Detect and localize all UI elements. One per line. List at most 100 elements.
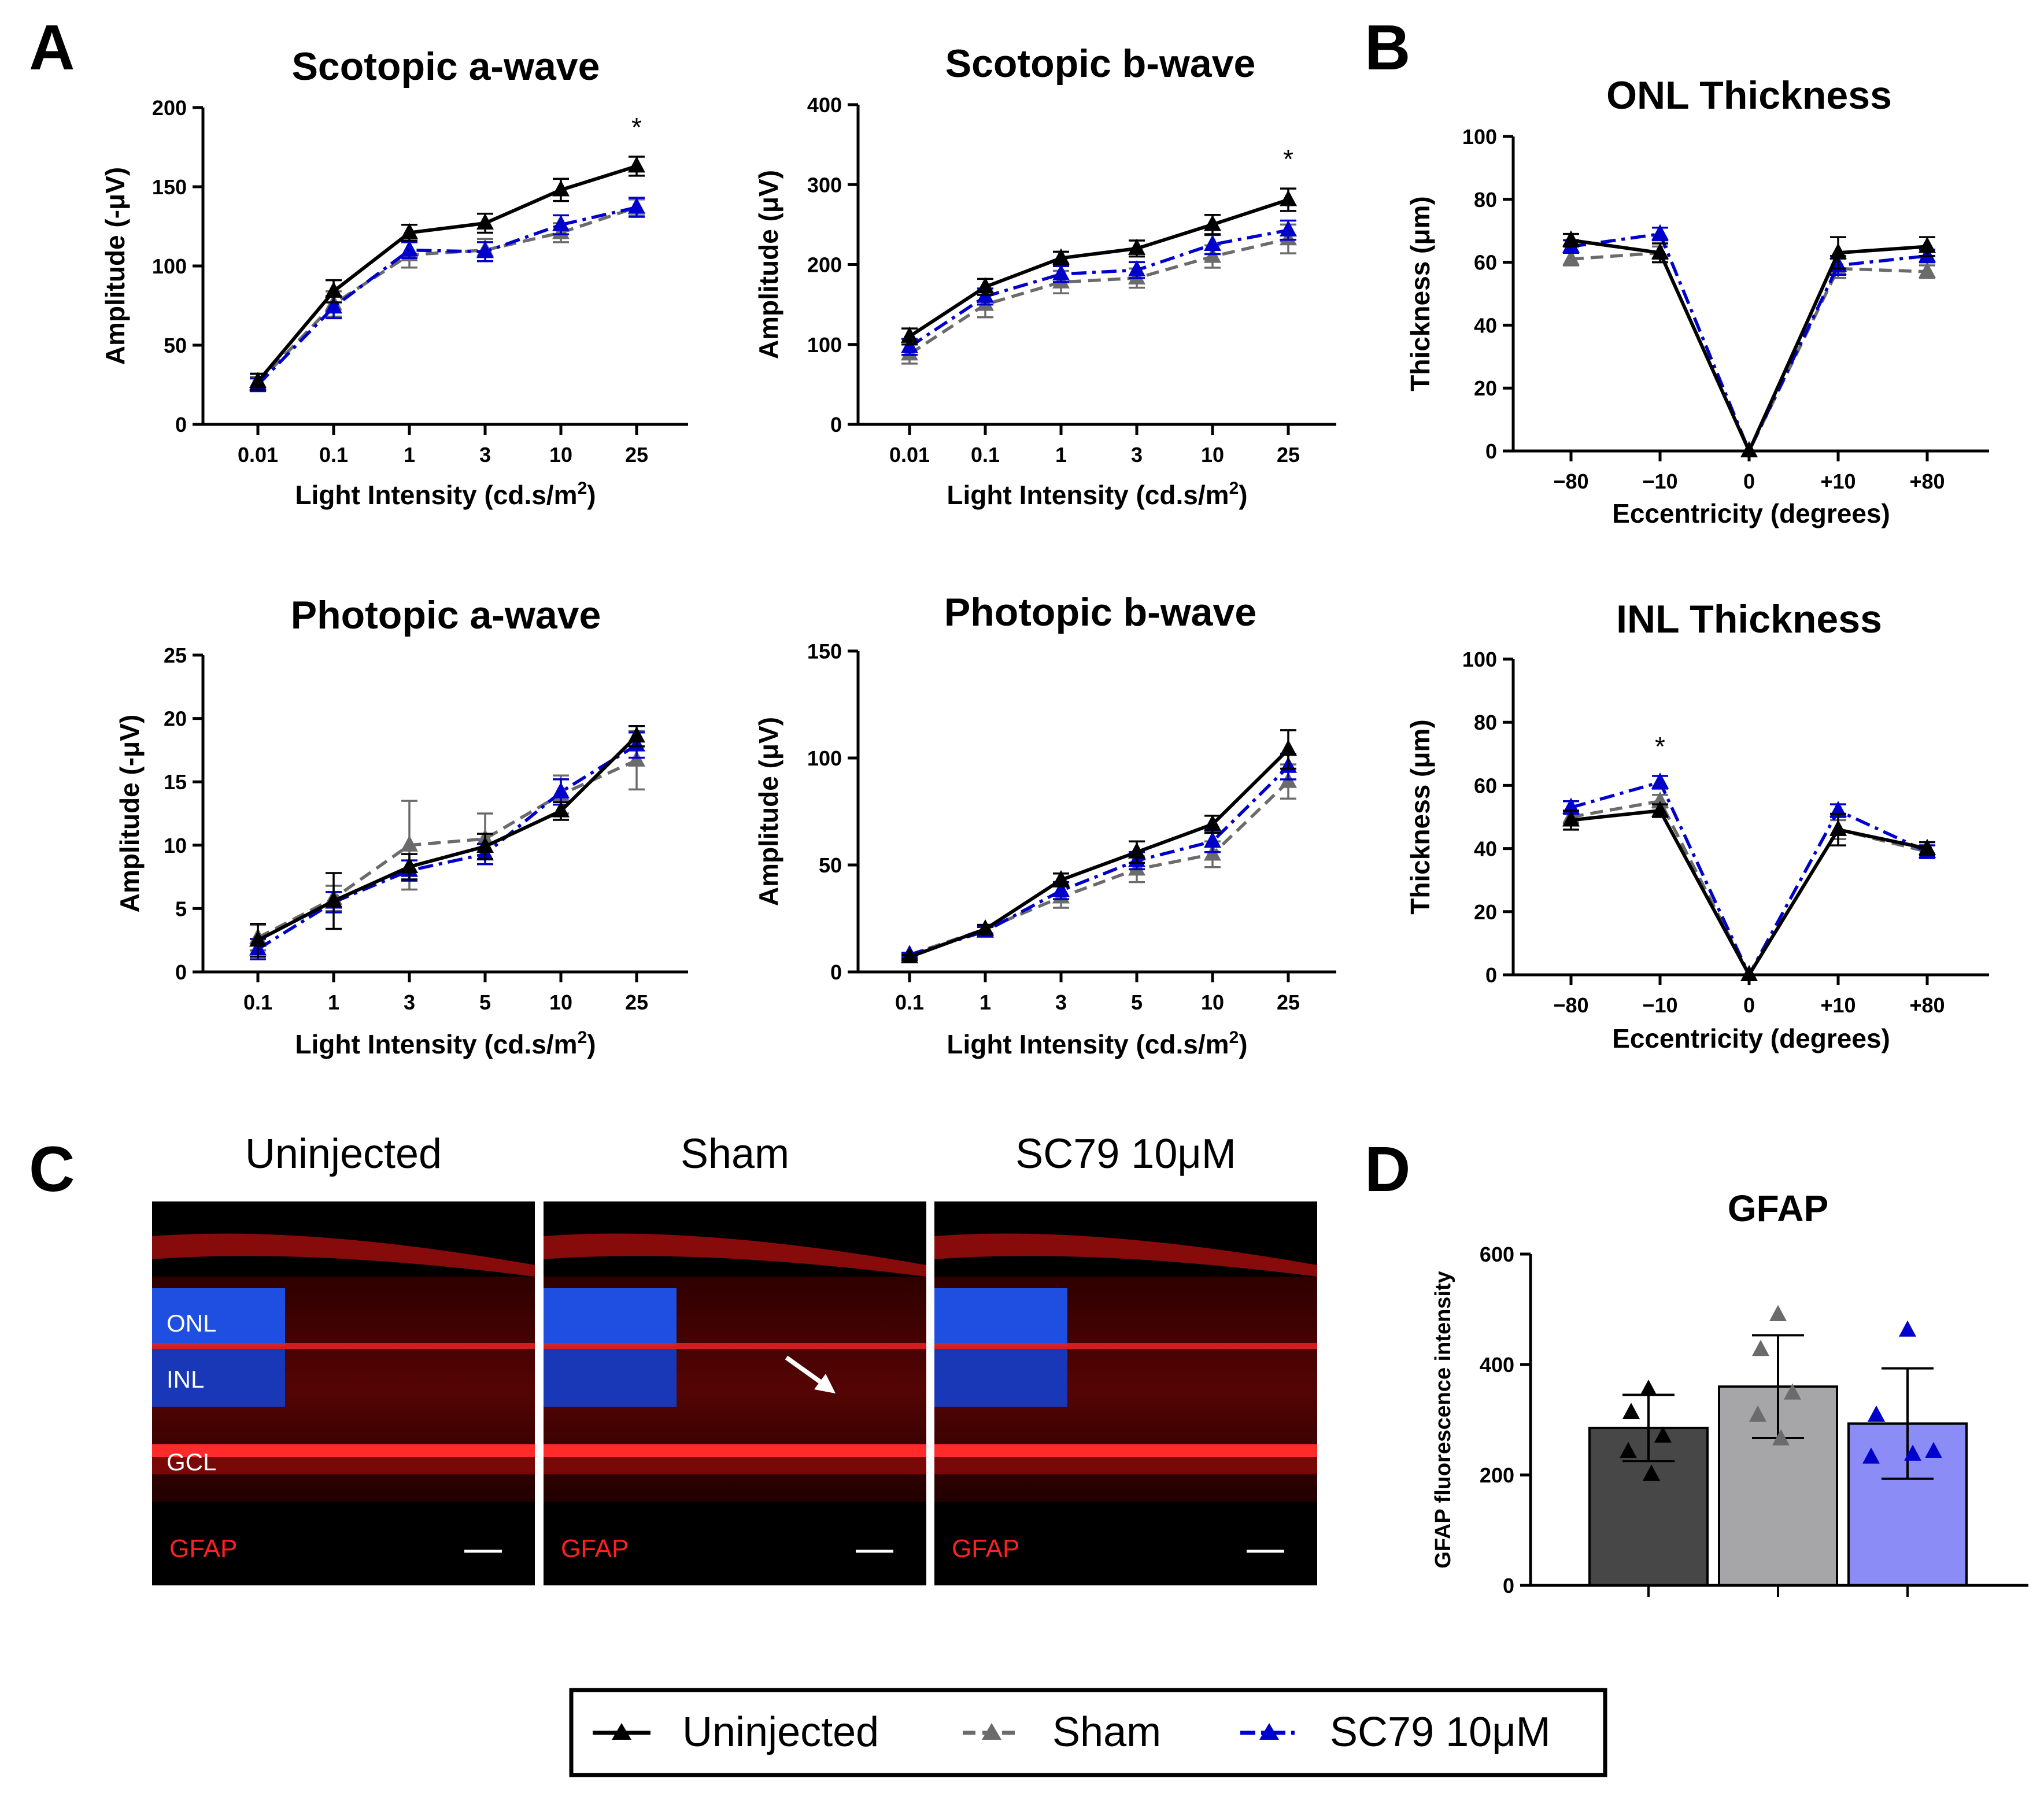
data-point	[1280, 739, 1297, 756]
micrograph-title: Uninjected	[245, 1131, 442, 1177]
chart-photopic-b-wave: Photopic b-wave 0 50 100 150 0.1 1 3 5 10 25 Light …	[753, 590, 1336, 1059]
data-point	[401, 223, 418, 239]
x-tick-label: +80	[1909, 469, 1945, 493]
y-tick-label: 200	[152, 96, 187, 120]
legend-marker	[982, 1723, 1001, 1740]
x-axis-label: Eccentricity (degrees)	[1612, 1023, 1890, 1053]
stain-label: GFAP	[952, 1535, 1019, 1563]
data-point	[1769, 1305, 1787, 1322]
data-point	[1784, 1383, 1801, 1400]
gcl-stain	[152, 1444, 535, 1457]
x-tick-label: 0	[1743, 469, 1755, 493]
data-point	[1752, 1340, 1769, 1356]
x-tick-label: −80	[1553, 993, 1588, 1017]
y-axis-label: Amplitude (μV)	[753, 170, 783, 359]
x-axis-label: Light Intensity (cd.s/m2)	[295, 479, 596, 510]
layer-label: INL	[167, 1366, 204, 1393]
data-point	[1749, 1405, 1766, 1422]
legend-marker	[1259, 1723, 1279, 1740]
series-line-sham	[257, 206, 637, 384]
series-line-uninjected	[1570, 808, 1928, 978]
y-tick-label: 0	[830, 413, 842, 437]
x-tick-label: 25	[625, 443, 648, 467]
data-point	[325, 891, 342, 908]
chart-title: Scotopic b-wave	[945, 42, 1256, 86]
stain-label: GFAP	[561, 1535, 629, 1563]
data-point	[401, 835, 418, 852]
y-tick-label: 600	[1480, 1243, 1514, 1266]
data-point	[552, 180, 570, 197]
y-tick-label: 60	[1474, 774, 1497, 797]
y-tick-label: 100	[152, 254, 187, 278]
opl-stain	[934, 1343, 1317, 1349]
data-point	[325, 297, 342, 314]
gcl-stain	[544, 1444, 926, 1457]
data-point	[1829, 819, 1847, 836]
data-point	[1904, 1444, 1921, 1461]
y-axis-label: Amplitude (μV)	[753, 717, 783, 906]
y-tick-label: 400	[807, 93, 842, 117]
chart-inl-thickness: INL Thickness 0 20 40 60 80 100 −80 −10 0 +10 +80 Ec…	[1405, 597, 1989, 1053]
x-tick-label: 25	[1277, 990, 1300, 1014]
series-line-uninjected	[908, 748, 1290, 959]
x-tick-label: 0.01	[238, 443, 278, 467]
micrograph-title: Sham	[681, 1131, 789, 1177]
series-sham	[249, 730, 645, 952]
series-line-sham	[1570, 799, 1928, 978]
micrograph-sham: Sham GFAP	[544, 1131, 926, 1585]
legend-box	[569, 1688, 1607, 1777]
y-tick-label: 100	[1462, 648, 1497, 671]
data-point	[1640, 1379, 1657, 1396]
y-tick-label: 40	[1474, 837, 1497, 861]
data-point	[1651, 801, 1669, 818]
series-line-uninjected	[257, 735, 638, 942]
panel-letter-c: C	[29, 1134, 75, 1205]
legend-item-sc79: SC79 10μM	[1240, 1709, 1551, 1755]
y-axis-label: Amplitude (-μV)	[114, 715, 145, 912]
y-tick-label: 0	[830, 960, 842, 984]
gcl-glow	[544, 1457, 926, 1474]
data-point	[1740, 965, 1758, 981]
series-uninjected	[249, 725, 645, 958]
x-tick-label: 0.1	[243, 990, 272, 1014]
data-point	[1562, 230, 1580, 247]
data-point	[249, 930, 267, 947]
series-sham	[901, 763, 1297, 962]
x-tick-label: 25	[1277, 443, 1300, 467]
significance-star: *	[1283, 144, 1293, 174]
x-tick-label: 10	[1201, 443, 1224, 467]
x-tick-label: 10	[549, 443, 572, 467]
data-point	[628, 726, 645, 743]
y-axis-label: Thickness (μm)	[1405, 196, 1435, 391]
data-point	[1868, 1405, 1885, 1422]
series-uninjected	[901, 729, 1297, 964]
y-tick-label: 0	[1485, 439, 1497, 463]
legend-item-uninjected: Uninjected	[593, 1709, 879, 1755]
inl-nuclei	[152, 1349, 285, 1407]
data-point	[1622, 1403, 1640, 1419]
series-line-sham	[908, 237, 1289, 356]
chart-title: ONL Thickness	[1606, 73, 1892, 117]
x-tick-label: 25	[625, 990, 648, 1014]
x-tick-label: 10	[549, 990, 572, 1014]
x-tick-label: 1	[980, 990, 991, 1014]
x-tick-label: 1	[1055, 443, 1067, 467]
data-point	[476, 242, 494, 258]
series-line-sc79	[257, 744, 638, 951]
x-tick-label: 0.01	[889, 443, 930, 467]
x-tick-label: −10	[1642, 469, 1677, 493]
legend: Uninjected Sham SC79 10μM	[569, 1688, 1607, 1777]
chart-title: INL Thickness	[1616, 597, 1882, 641]
chart-title: GFAP	[1728, 1188, 1828, 1229]
legend-marker	[612, 1723, 631, 1740]
data-point	[1651, 224, 1669, 241]
data-point	[325, 281, 342, 298]
data-point	[1128, 842, 1145, 859]
x-axis-label: Light Intensity (cd.s/m2)	[947, 1028, 1247, 1059]
data-point	[1052, 264, 1070, 281]
data-point	[1919, 236, 1936, 253]
data-point	[552, 215, 570, 231]
data-point	[901, 326, 918, 343]
y-tick-label: 100	[807, 746, 842, 770]
series-line-sham	[1570, 251, 1928, 455]
